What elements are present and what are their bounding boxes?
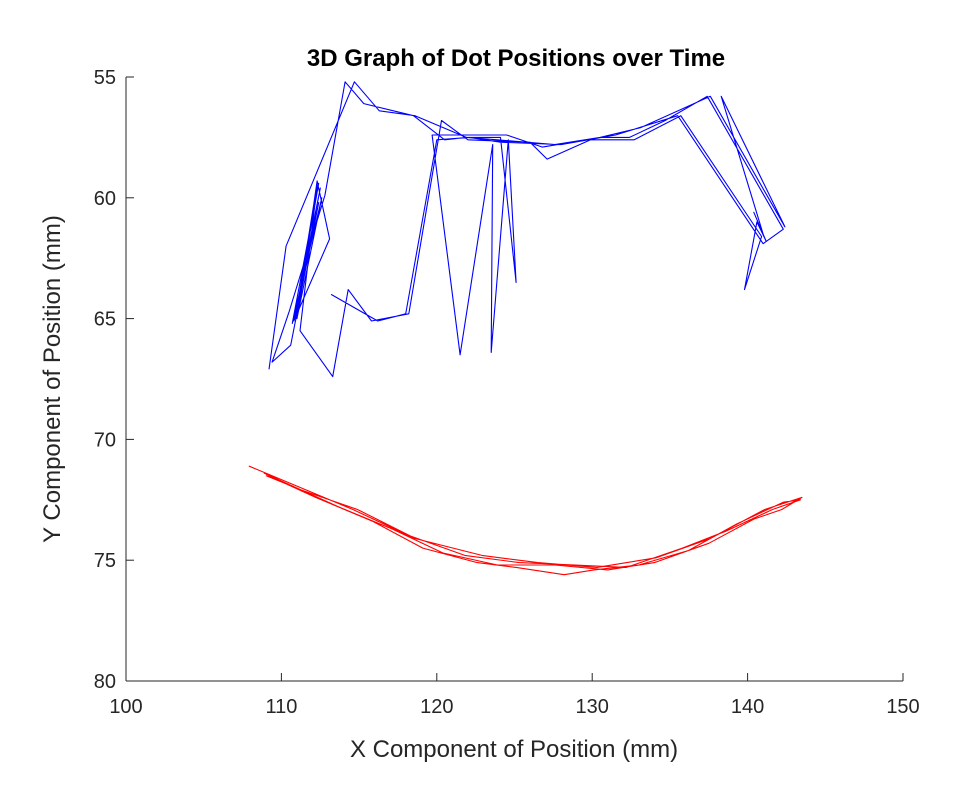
x-tick-label: 100 xyxy=(109,696,142,718)
axes-layer xyxy=(125,77,903,682)
x-ticks: 100 110 120 130 140 150 xyxy=(109,673,920,718)
x-tick-label: 150 xyxy=(886,696,919,718)
x-axis-label: X Component of Position (mm) xyxy=(350,736,678,763)
x-tick-label: 130 xyxy=(576,696,609,718)
series-layer xyxy=(248,81,803,576)
y-tick-label: 80 xyxy=(94,671,116,693)
x-tick-label: 110 xyxy=(265,696,297,718)
y-axis-label: Y Component of Position (mm) xyxy=(39,215,66,543)
plot-area xyxy=(126,77,903,681)
y-tick-label: 70 xyxy=(94,429,116,451)
y-tick-label: 60 xyxy=(94,188,116,210)
y-tick-label: 65 xyxy=(94,309,116,331)
y-ticks: 55 60 65 70 75 80 xyxy=(94,67,134,693)
series-line-2 xyxy=(248,465,803,576)
chart-title: 3D Graph of Dot Positions over Time xyxy=(307,45,725,72)
x-tick-label: 120 xyxy=(420,696,453,718)
y-tick-label: 75 xyxy=(94,550,116,572)
series-line-1 xyxy=(268,81,786,378)
x-tick-label: 140 xyxy=(731,696,764,718)
y-tick-label: 55 xyxy=(94,67,116,89)
